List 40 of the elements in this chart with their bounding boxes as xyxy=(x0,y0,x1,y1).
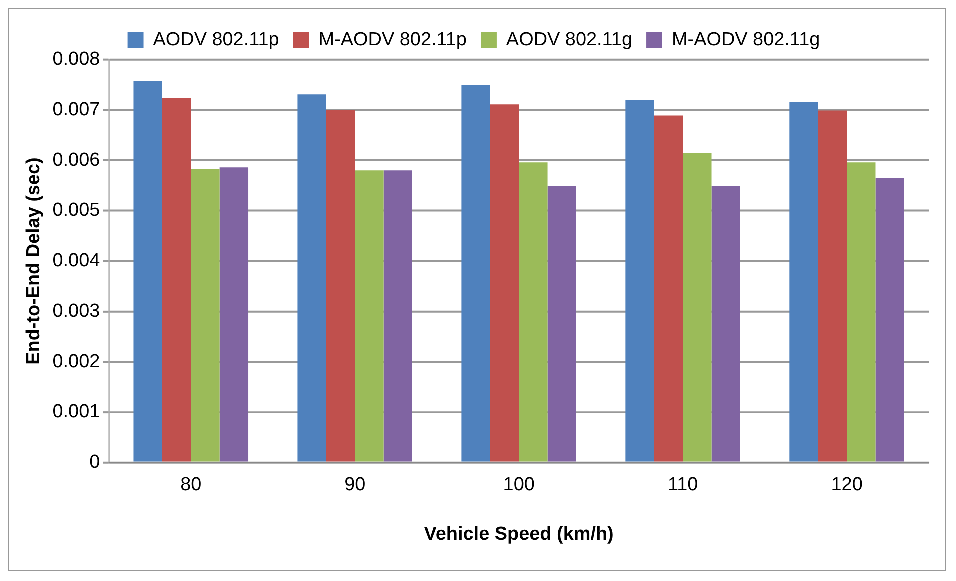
y-tick-label: 0.001 xyxy=(52,402,100,423)
bar xyxy=(876,178,904,462)
x-tick-label: 90 xyxy=(344,474,366,496)
bar xyxy=(162,98,192,462)
bar xyxy=(490,104,520,462)
bar xyxy=(326,110,356,462)
bar xyxy=(462,85,490,462)
x-tick-label: 110 xyxy=(668,474,698,496)
y-tick-label: 0.002 xyxy=(52,351,100,372)
bar xyxy=(818,110,848,462)
y-tick-label: 0.007 xyxy=(52,99,100,120)
bar xyxy=(355,170,384,462)
bar xyxy=(626,100,654,462)
y-tick-label: 0.003 xyxy=(52,300,100,322)
y-tick-label: 0.004 xyxy=(52,250,100,272)
bar xyxy=(191,169,220,462)
bar xyxy=(790,102,818,462)
x-tick-label: 100 xyxy=(503,474,535,496)
bar xyxy=(384,170,412,462)
legend-label: M-AODV 802.11p xyxy=(318,30,467,51)
y-tick-label: 0.005 xyxy=(52,200,100,222)
bar xyxy=(134,81,162,462)
bar xyxy=(548,186,576,462)
x-tick-label: 80 xyxy=(180,474,202,496)
y-axis-title: End-to-End Delay (sec) xyxy=(24,158,45,365)
y-tick-label: 0.008 xyxy=(52,49,100,70)
bar xyxy=(683,153,712,462)
bar xyxy=(298,94,326,462)
legend-label: M-AODV 802.11g xyxy=(672,30,820,51)
bar xyxy=(220,168,249,462)
bar xyxy=(847,162,876,462)
bar xyxy=(519,162,548,462)
legend-label: AODV 802.11p xyxy=(153,30,280,51)
legend-label: AODV 802.11g xyxy=(506,30,633,51)
y-tick-label: 0.006 xyxy=(52,150,100,171)
bar xyxy=(654,116,684,462)
x-axis-title: Vehicle Speed (km/h) xyxy=(424,524,614,545)
y-tick-label: 0 xyxy=(90,452,100,473)
bar xyxy=(712,186,740,462)
x-tick-label: 120 xyxy=(831,474,863,496)
